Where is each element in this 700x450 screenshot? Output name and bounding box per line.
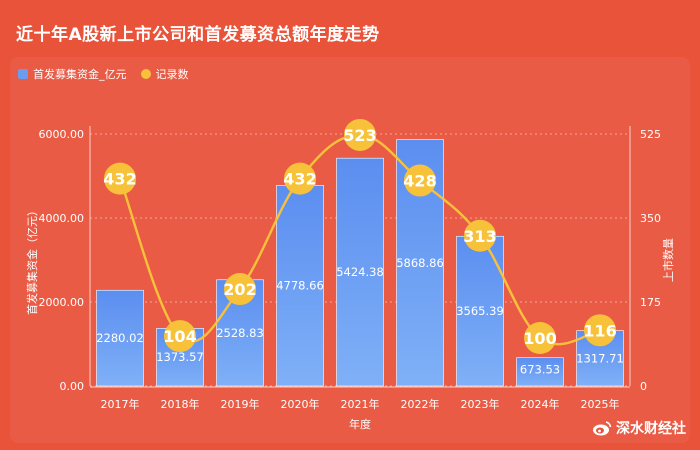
label-layer: 2280.02 1373.57 2528.83 4778.66 5424.38 5868.… (96, 256, 624, 377)
legend-item-line[interactable]: 记录数 (140, 66, 189, 82)
count-marker[interactable] (104, 162, 136, 195)
bar[interactable] (336, 157, 384, 387)
y-tick-label: 6000.00 (39, 128, 85, 141)
count-marker[interactable] (524, 322, 556, 354)
line-layer: 432 104 202 432 523 428 313 100 116 (103, 118, 617, 354)
count-marker[interactable] (584, 314, 616, 347)
legend: 首发募集资金_亿元 记录数 (18, 66, 189, 82)
y2-tick-label: 175 (640, 296, 661, 309)
x-tick-label: 2025年 (581, 397, 620, 411)
bar-value-label: 3565.39 (456, 304, 504, 318)
x-tick-label: 2017年 (101, 397, 140, 411)
count-value-label: 432 (103, 170, 136, 189)
bar[interactable] (96, 289, 144, 387)
bar-value-label: 5424.38 (336, 265, 384, 279)
count-marker[interactable] (404, 164, 436, 197)
count-value-label: 202 (223, 280, 256, 299)
watermark-text: 深水财经社 (616, 421, 686, 437)
bar-value-label: 2528.83 (216, 326, 264, 340)
x-tick-label: 2022年 (401, 397, 440, 411)
count-marker[interactable] (464, 219, 496, 252)
chart-title: 近十年A股新上市公司和首发募资总额年度走势 (16, 25, 380, 45)
weibo-logo-icon (593, 421, 612, 436)
x-tick-label: 2023年 (461, 397, 500, 411)
y2-tick-label: 0 (640, 380, 647, 393)
bar[interactable] (516, 357, 564, 387)
x-tick-label: 2021年 (341, 397, 380, 411)
y2-tick-label: 350 (640, 212, 661, 225)
count-marker[interactable] (284, 162, 316, 195)
legend-line-label: 记录数 (155, 68, 189, 81)
count-marker[interactable] (224, 273, 256, 306)
count-value-label: 116 (583, 321, 616, 340)
legend-bar-label: 首发募集资金_亿元 (33, 68, 127, 81)
bar-value-label: 4778.66 (276, 279, 324, 293)
count-value-label: 523 (343, 126, 376, 145)
count-marker[interactable] (344, 118, 376, 151)
watermark: 深水财经社 (592, 418, 686, 438)
count-marker[interactable] (164, 320, 196, 353)
count-value-label: 313 (463, 227, 496, 246)
legend-line-swatch (140, 69, 151, 79)
x-tick-label: 2018年 (161, 397, 200, 411)
y-tick-label: 2000.00 (39, 296, 85, 309)
legend-bar-swatch (18, 69, 28, 79)
count-value-label: 100 (523, 329, 556, 348)
y2-tick-label: 525 (640, 128, 661, 141)
count-value-label: 428 (403, 172, 436, 191)
y-tick-label: 0.00 (60, 380, 85, 393)
y-axis-title: 首发募集资金（亿元） (25, 205, 39, 315)
axis-layer: 0.00 2000.00 4000.00 6000.00 0 175 350 525 2017年… (25, 126, 675, 431)
legend-item-bar[interactable]: 首发募集资金_亿元 (18, 66, 127, 82)
y-tick-label: 4000.00 (39, 212, 85, 225)
x-axis-title: 年度 (349, 417, 371, 431)
bar-value-label: 673.53 (520, 363, 560, 377)
count-value-label: 104 (163, 327, 196, 346)
bar-value-label: 2280.02 (96, 331, 144, 345)
bar-value-label: 5868.86 (396, 256, 444, 270)
x-tick-label: 2019年 (221, 397, 260, 411)
y2-axis-title: 上市数量 (661, 238, 675, 282)
count-value-label: 432 (283, 170, 316, 189)
x-tick-label: 2020年 (281, 397, 320, 411)
bar-value-label: 1317.71 (576, 351, 624, 365)
bar-value-label: 1373.57 (156, 350, 204, 364)
bar[interactable] (276, 184, 324, 387)
x-tick-label: 2024年 (521, 397, 560, 411)
